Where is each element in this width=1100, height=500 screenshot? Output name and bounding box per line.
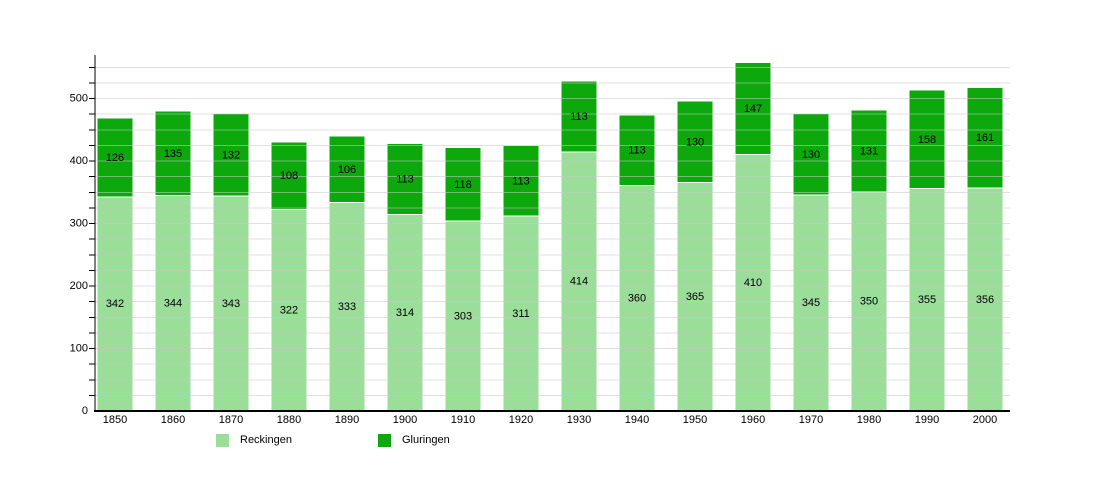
legend-label-reckingen: Reckingen [240, 434, 292, 446]
x-tick-label-2000: 2000 [973, 414, 997, 426]
bar-label-reckingen-1950: 365 [686, 291, 704, 303]
bar-label-reckingen-1990: 355 [918, 294, 936, 306]
bar-reckingen-1850 [97, 197, 133, 411]
bar-label-reckingen-1960: 410 [744, 277, 762, 289]
x-tick-label-1900: 1900 [393, 414, 417, 426]
x-tick-label-1950: 1950 [683, 414, 707, 426]
bar-reckingen-1990 [909, 189, 945, 411]
bar-reckingen-1890 [329, 202, 365, 411]
bar-reckingen-1920 [503, 216, 539, 411]
bar-reckingen-1930 [561, 152, 597, 411]
bar-label-gluringen-1980: 131 [860, 145, 878, 157]
bar-label-gluringen-1900: 113 [396, 173, 414, 185]
bar-label-gluringen-1910: 118 [454, 179, 472, 191]
legend-item-gluringen: Gluringen [378, 432, 450, 448]
bar-label-reckingen-1910: 303 [454, 310, 472, 322]
bar-gluringen-1890 [329, 136, 365, 202]
bar-reckingen-1860 [155, 196, 191, 411]
x-tick-label-1880: 1880 [277, 414, 301, 426]
bar-label-gluringen-1950: 130 [686, 136, 704, 148]
x-tick-label-1930: 1930 [567, 414, 591, 426]
x-tick-label-1870: 1870 [219, 414, 243, 426]
x-tick-label-1940: 1940 [625, 414, 649, 426]
bar-gluringen-1900 [387, 144, 423, 214]
bar-reckingen-1880 [271, 209, 307, 411]
legend-label-gluringen: Gluringen [402, 434, 450, 446]
bar-gluringen-2000 [967, 87, 1003, 188]
bar-reckingen-1970 [793, 195, 829, 411]
bar-label-gluringen-1870: 132 [222, 149, 240, 161]
bar-gluringen-1910 [445, 147, 481, 221]
bar-label-gluringen-1860: 135 [164, 148, 182, 160]
bar-label-reckingen-1880: 322 [280, 304, 298, 316]
bar-label-reckingen-1970: 345 [802, 297, 820, 309]
bar-gluringen-1960 [735, 62, 771, 154]
bar-label-gluringen-1880: 108 [280, 170, 298, 182]
y-axis-label-0: 0 [82, 405, 88, 417]
bar-label-reckingen-1850: 342 [106, 298, 124, 310]
bar-reckingen-1870 [213, 196, 249, 411]
bar-label-gluringen-1920: 113 [512, 175, 530, 187]
bar-label-reckingen-1860: 344 [164, 298, 182, 310]
x-tick-label-1970: 1970 [799, 414, 823, 426]
bar-gluringen-1990 [909, 90, 945, 189]
bar-label-gluringen-1960: 147 [744, 103, 762, 115]
bar-label-reckingen-1980: 350 [860, 296, 878, 308]
bar-gluringen-1930 [561, 81, 597, 152]
legend-swatch-gluringen [378, 433, 391, 447]
bar-label-reckingen-1870: 343 [222, 298, 240, 310]
y-axis-label-300: 300 [70, 218, 88, 230]
y-axis-label-200: 200 [70, 280, 88, 292]
bar-reckingen-1950 [677, 182, 713, 411]
x-tick-label-1850: 1850 [103, 414, 127, 426]
bar-gluringen-1920 [503, 146, 539, 216]
bar-label-reckingen-1900: 314 [396, 307, 414, 319]
bar-label-gluringen-2000: 161 [976, 132, 994, 144]
bar-label-reckingen-1930: 414 [570, 276, 588, 288]
x-tick-label-1910: 1910 [451, 414, 475, 426]
bar-label-gluringen-1850: 126 [106, 152, 124, 164]
bar-gluringen-1860 [155, 111, 191, 195]
bar-gluringen-1940 [619, 115, 655, 185]
x-tick-label-1960: 1960 [741, 414, 765, 426]
y-axis-label-100: 100 [70, 343, 88, 355]
bar-label-reckingen-2000: 356 [976, 294, 994, 306]
bar-label-gluringen-1990: 158 [918, 134, 936, 146]
x-tick-label-1860: 1860 [161, 414, 185, 426]
bar-label-gluringen-1940: 113 [628, 145, 646, 157]
x-tick-label-1980: 1980 [857, 414, 881, 426]
x-tick-label-1990: 1990 [915, 414, 939, 426]
x-tick-label-1920: 1920 [509, 414, 533, 426]
bar-gluringen-1850 [97, 118, 133, 197]
bar-gluringen-1970 [793, 114, 829, 195]
bar-label-reckingen-1940: 360 [628, 293, 646, 305]
bar-label-gluringen-1970: 130 [802, 149, 820, 161]
chart-legend: Reckingen Gluringen [0, 431, 1100, 449]
bar-label-gluringen-1890: 106 [338, 164, 356, 176]
bar-gluringen-1870 [213, 114, 249, 196]
bar-gluringen-1950 [677, 101, 713, 182]
bar-gluringen-1880 [271, 142, 307, 209]
bar-reckingen-1960 [735, 154, 771, 411]
bar-label-reckingen-1920: 311 [512, 308, 530, 320]
bar-label-gluringen-1930: 113 [570, 111, 588, 123]
y-axis-label-400: 400 [70, 155, 88, 167]
y-axis-label-500: 500 [70, 93, 88, 105]
x-tick-label-1890: 1890 [335, 414, 359, 426]
legend-swatch-reckingen [216, 433, 229, 447]
bar-label-reckingen-1890: 333 [338, 301, 356, 313]
bar-gluringen-1980 [851, 110, 887, 192]
bar-reckingen-1900 [387, 214, 423, 411]
bar-reckingen-2000 [967, 188, 1003, 411]
legend-item-reckingen: Reckingen [216, 432, 292, 448]
